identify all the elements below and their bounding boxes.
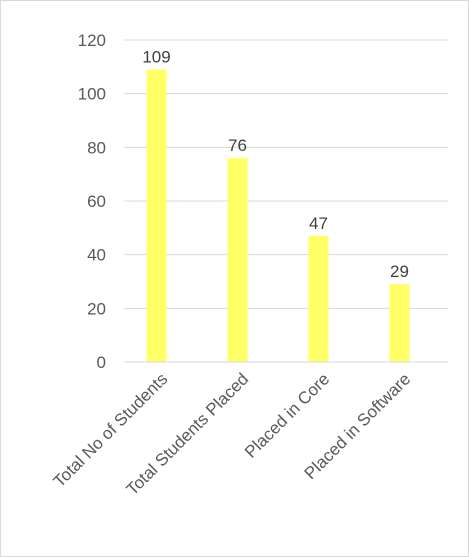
data-label: 76 xyxy=(228,136,247,155)
y-tick-label: 60 xyxy=(87,192,106,211)
y-tick-label: 0 xyxy=(97,353,106,372)
bar xyxy=(146,69,167,363)
bar xyxy=(308,235,329,362)
bar xyxy=(389,284,410,362)
y-tick-label: 100 xyxy=(78,85,106,104)
data-label: 29 xyxy=(390,262,409,281)
y-tick-label: 40 xyxy=(87,246,106,265)
bar xyxy=(227,158,248,362)
y-tick-label: 80 xyxy=(87,138,106,157)
y-tick-label: 20 xyxy=(87,299,106,318)
data-label: 47 xyxy=(309,214,328,233)
y-tick-label: 120 xyxy=(78,31,106,50)
x-category-label: Placed in Core xyxy=(241,369,333,461)
bars xyxy=(146,69,410,363)
data-label: 109 xyxy=(142,48,170,67)
